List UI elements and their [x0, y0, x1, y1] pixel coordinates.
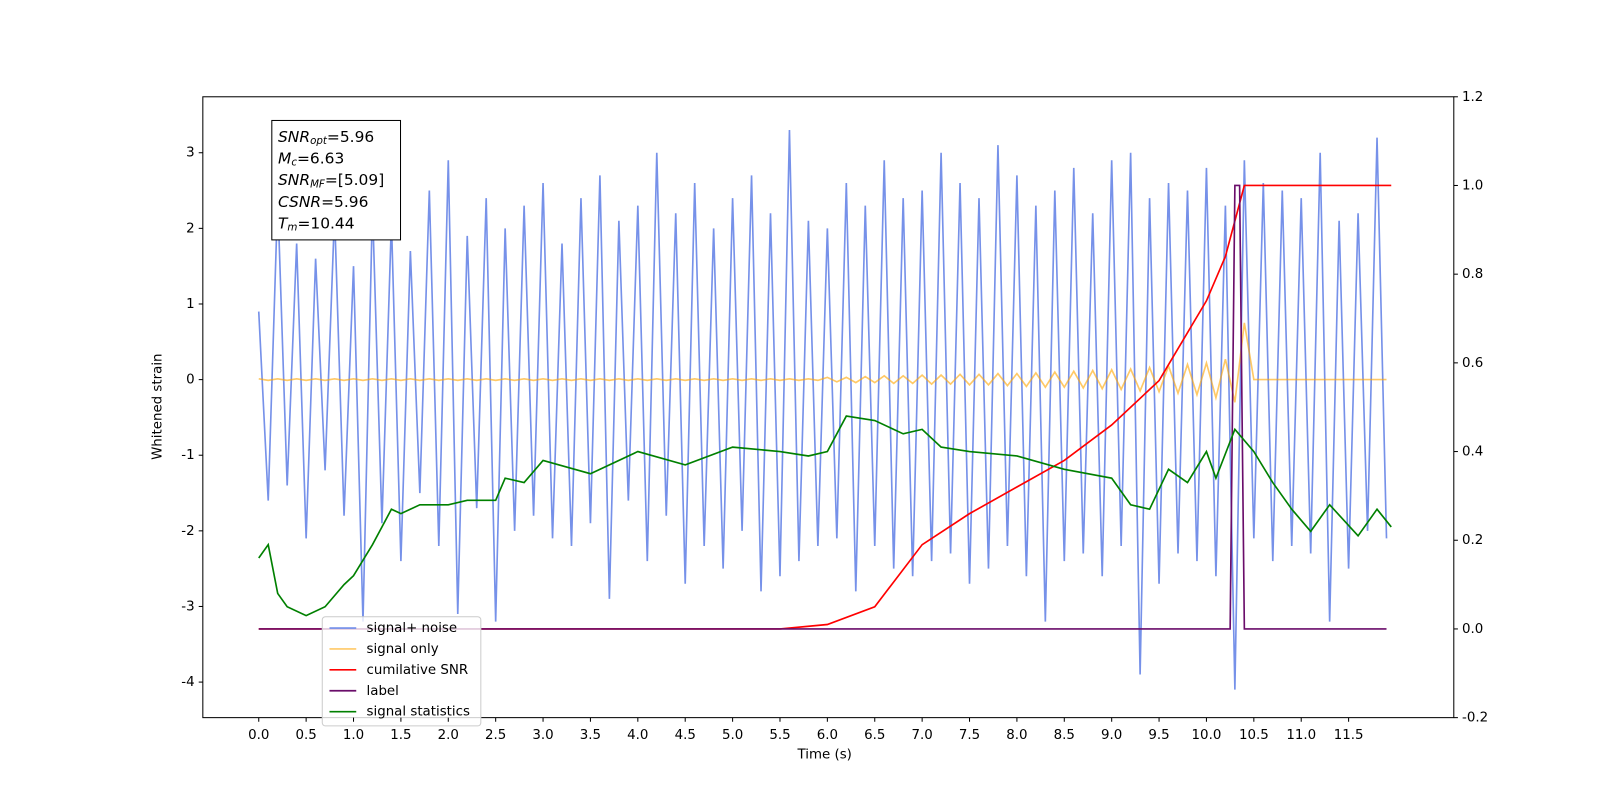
annotation-base: M	[278, 149, 291, 167]
x-tick-label: 0.0	[248, 728, 269, 743]
series-line	[257, 130, 1388, 690]
x-tick-label: 4.0	[627, 728, 648, 743]
x-tick-label: 11.5	[1334, 728, 1364, 743]
legend-label: label	[367, 684, 399, 699]
series-line	[258, 184, 1392, 630]
y2-tick-label: 1.2	[1462, 90, 1483, 105]
x-tick-label: 5.0	[722, 728, 743, 743]
y-axis-label: Whitened strain	[151, 353, 166, 459]
x-tick-label: 7.0	[911, 728, 932, 743]
annotation-line: Mc=6.63	[278, 149, 344, 169]
y2-tick-label: 0.8	[1462, 267, 1483, 282]
y2-tick-label: 1.0	[1462, 178, 1483, 193]
annotation-line: SNRMF=[5.09]	[278, 171, 384, 191]
annotation-sub: c	[291, 157, 297, 169]
x-tick-label: 3.5	[580, 728, 601, 743]
annotation-line: SNRopt=5.96	[278, 127, 374, 147]
y-tick-label: 0	[186, 373, 195, 388]
x-tick-label: 1.5	[390, 728, 411, 743]
y-tick-label: -1	[181, 448, 194, 463]
x-axis-label: Time (s)	[797, 748, 852, 763]
y-tick-label: -3	[181, 599, 194, 614]
y-tick-label: -4	[181, 675, 194, 690]
annotation-sub: opt	[310, 135, 328, 147]
annotation-base: SNR	[278, 171, 310, 189]
annotation-box	[271, 119, 402, 241]
y-tick-label: 3	[186, 146, 195, 161]
x-tick-label: 2.5	[485, 728, 506, 743]
x-tick-label: 0.5	[295, 728, 316, 743]
x-tick-label: 9.0	[1101, 728, 1122, 743]
x-tick-label: 10.5	[1239, 728, 1269, 743]
y-tick-label: -2	[181, 524, 194, 539]
annotation-line: Tm=10.44	[278, 214, 355, 234]
annotation-rest: =6.63	[297, 149, 344, 167]
legend-label: signal only	[367, 642, 439, 657]
x-tick-label: 8.5	[1054, 728, 1075, 743]
y2-tick-label: 0.2	[1462, 533, 1483, 548]
x-tick-label: 11.0	[1286, 728, 1316, 743]
series-line	[258, 322, 1387, 403]
annotation-rest: =10.44	[297, 214, 354, 232]
legend-label: cumilative SNR	[367, 663, 469, 678]
x-tick-label: 9.5	[1148, 728, 1169, 743]
annotation-rest: =5.96	[321, 192, 368, 210]
x-tick-label: 2.0	[438, 728, 459, 743]
y2-tick-label: 0.6	[1462, 356, 1483, 371]
y-tick-label: 2	[186, 221, 195, 236]
annotation-base: SNR	[278, 127, 310, 145]
annotation-rest: =5.96	[327, 127, 374, 145]
y-tick-label: 1	[186, 297, 195, 312]
series-layer	[257, 130, 1392, 690]
legend-label: signal+ noise	[367, 621, 458, 636]
annotation: SNRopt=5.96Mc=6.63SNRMF=[5.09]CSNR=5.96T…	[278, 127, 384, 233]
x-tick-label: 7.5	[959, 728, 980, 743]
x-tick-label: 5.5	[769, 728, 790, 743]
x-tick-label: 10.0	[1192, 728, 1222, 743]
x-tick-label: 1.0	[343, 728, 364, 743]
x-tick-label: 4.5	[675, 728, 696, 743]
annotation-rest: =[5.09]	[325, 171, 384, 189]
annotation-sub: m	[287, 222, 297, 234]
y2-tick-label: 0.4	[1462, 445, 1483, 460]
x-tick-label: 6.0	[817, 728, 838, 743]
legend-label: signal statistics	[367, 705, 470, 720]
series-line	[258, 415, 1392, 617]
annotation-base: CSNR	[278, 192, 321, 210]
y2-tick-label: -0.2	[1462, 711, 1488, 726]
y2-tick-label: 0.0	[1462, 622, 1483, 637]
series-line	[258, 184, 1387, 630]
annotation-base: T	[278, 214, 289, 232]
legend-entries: signal+ noise signal only cumilative SNR la…	[329, 621, 470, 720]
plot-frame	[202, 96, 1455, 719]
x-tick-label: 8.0	[1006, 728, 1027, 743]
annotation-line: CSNR=5.96	[278, 192, 368, 210]
x-tick-label: 6.5	[864, 728, 885, 743]
annotation-sub: MF	[310, 178, 326, 190]
x-tick-label: 3.0	[532, 728, 553, 743]
legend	[321, 616, 482, 727]
